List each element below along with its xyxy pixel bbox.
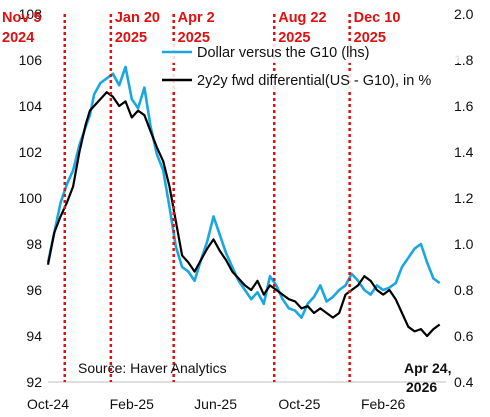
dollar-series-line — [46, 65, 441, 319]
x-tick-label: Feb-25 — [110, 396, 155, 412]
right-tick-label: 1.0 — [454, 236, 474, 252]
event-label-line1: Aug 22 — [278, 10, 326, 26]
event-label-line2: 2025 — [178, 30, 210, 46]
left-tick-label: 108 — [19, 6, 43, 22]
end-date-label-line2: 2026 — [406, 379, 437, 395]
right-axis: 0.40.60.81.01.21.41.61.82.0 — [454, 6, 474, 390]
event-label-line1: Nov 5 — [2, 10, 42, 26]
x-tick-label: Jun-25 — [194, 396, 237, 412]
left-axis: 92 94 96 98 100 102 104 106 108 — [19, 6, 43, 390]
legend: Dollar versus the G10 (lhs) 2y2y fwd diff… — [158, 43, 464, 91]
x-tick-label: Oct-24 — [27, 396, 69, 412]
annotations: Source: Haver Analytics Apr 24, 2026 — [78, 360, 451, 395]
x-tick-label: Feb-26 — [361, 396, 406, 412]
left-tick-label: 100 — [19, 190, 43, 206]
left-tick-label: 94 — [26, 328, 42, 344]
left-tick-label: 92 — [26, 374, 42, 390]
right-tick-label: 0.4 — [454, 374, 474, 390]
right-tick-label: 2.0 — [454, 6, 474, 22]
event-label-line2: 2025 — [354, 30, 386, 46]
right-tick-label: 0.6 — [454, 328, 474, 344]
legend-entry: Dollar versus the G10 (lhs) — [197, 45, 369, 61]
event-label-line1: Apr 2 — [178, 10, 215, 26]
left-tick-label: 106 — [19, 52, 43, 68]
differential-series-line — [46, 91, 441, 338]
right-tick-label: 1.4 — [454, 144, 474, 160]
event-label-line1: Dec 10 — [354, 10, 401, 26]
left-tick-label: 98 — [26, 236, 42, 252]
event-label-line2: 2025 — [115, 30, 147, 46]
x-tick-label: Oct-25 — [278, 396, 320, 412]
right-tick-label: 1.6 — [454, 98, 474, 114]
legend-entry: 2y2y fwd differential(US - G10), in % — [197, 73, 431, 89]
left-tick-label: 102 — [19, 144, 43, 160]
legend-bg — [158, 71, 464, 91]
event-label-line1: Jan 20 — [115, 10, 160, 26]
left-tick-label: 96 — [26, 282, 42, 298]
right-tick-label: 1.2 — [454, 190, 474, 206]
source-note: Source: Haver Analytics — [78, 360, 227, 376]
end-date-label-line1: Apr 24, — [404, 360, 451, 376]
event-label-line2: 2025 — [278, 30, 310, 46]
x-axis: Oct-24 Feb-25 Jun-25 Oct-25 Feb-26 — [27, 381, 446, 412]
right-tick-label: 0.8 — [454, 282, 474, 298]
left-tick-label: 104 — [19, 98, 43, 114]
legend-bg — [158, 43, 464, 63]
series-lines — [46, 65, 441, 338]
event-label-line2: 2024 — [2, 30, 34, 46]
